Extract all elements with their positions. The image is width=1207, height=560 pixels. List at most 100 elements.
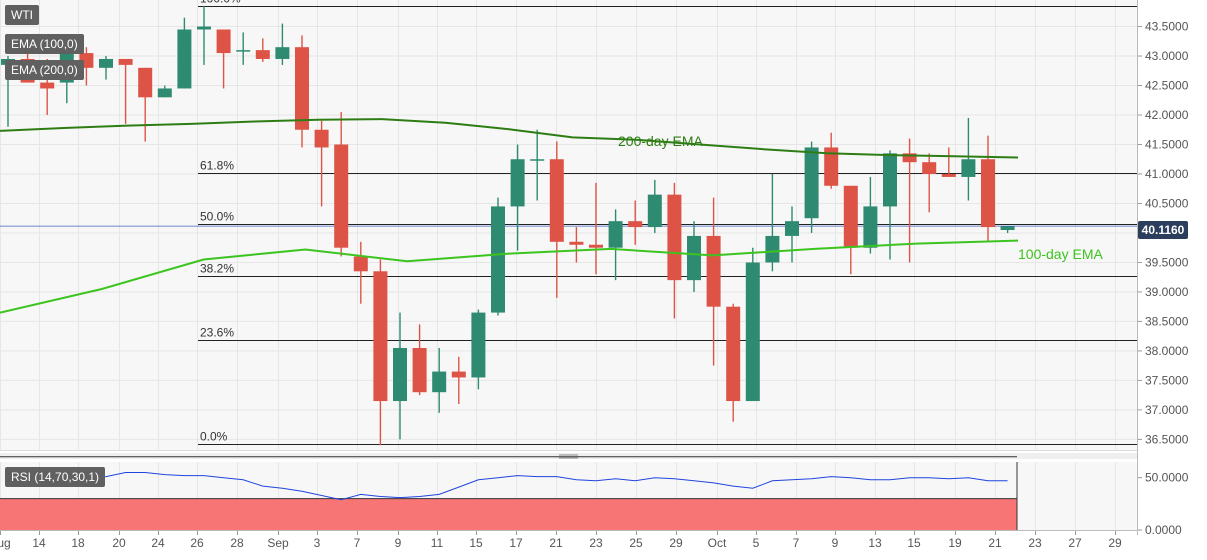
x-tick-label: 27: [1068, 536, 1082, 550]
candle-bull: [177, 29, 192, 89]
ema100-legend[interactable]: EMA (100,0): [5, 34, 84, 54]
ema100-line: [0, 239, 1019, 314]
x-tick-label: 17: [509, 536, 523, 550]
candle-bear: [902, 153, 917, 163]
x-tick-label: 19: [948, 536, 962, 550]
x-tick-label: 29: [669, 536, 683, 550]
y-tick-label: 40.5000: [1145, 196, 1189, 210]
fib-level-label: 61.8%: [200, 159, 234, 173]
fib-level-label: 23.6%: [200, 326, 234, 340]
x-tick-label: Aug: [0, 536, 11, 550]
symbol-legend[interactable]: WTI: [5, 5, 39, 25]
fib-level-label: 0.0%: [200, 430, 228, 444]
candle-bull: [510, 159, 525, 207]
rsi-oversold-zone: [0, 498, 1017, 530]
fib-level-label: 100.0%: [200, 0, 241, 6]
candle-bull: [785, 221, 799, 236]
candle-bull: [608, 221, 623, 248]
candle-bear: [981, 159, 995, 228]
candle-bull: [471, 312, 486, 378]
candle-bull: [236, 50, 251, 52]
x-tick-label: 20: [112, 536, 126, 550]
y-tick-label: 36.5000: [1145, 432, 1189, 446]
candle-bull: [863, 206, 878, 248]
y-tick-label: 42.0000: [1145, 108, 1189, 122]
candle-bull: [961, 159, 976, 177]
ema200-label: EMA (200,0): [11, 63, 78, 77]
x-tick-label: 21: [549, 536, 563, 550]
candle-bear: [922, 162, 937, 174]
rsi-legend[interactable]: RSI (14,70,30,1): [5, 467, 106, 487]
rsi-title: RSI (14,70,30,1): [11, 470, 100, 484]
y-tick-label: 43.0000: [1145, 49, 1189, 63]
y-tick-label: 39.5000: [1145, 255, 1189, 269]
candle-bear: [824, 147, 839, 186]
y-tick-label: 39.0000: [1145, 285, 1189, 299]
candle-bull: [687, 235, 701, 281]
x-tick-label: 15: [469, 536, 483, 550]
candle-bear: [314, 129, 329, 148]
x-tick-label: 5: [753, 536, 760, 550]
y-tick-label: 43.5000: [1145, 20, 1189, 34]
candle-bear: [138, 67, 153, 98]
candle-bear: [628, 221, 643, 228]
candle-bear: [726, 306, 741, 402]
x-tick-label: 14: [32, 536, 46, 550]
x-tick-label: 7: [793, 536, 800, 550]
candle-bull: [393, 347, 407, 402]
y-tick-label: 37.0000: [1145, 403, 1189, 417]
rsi-line: [8, 472, 1008, 501]
candle-bull: [883, 153, 897, 207]
y-tick-label: 42.5000: [1145, 79, 1189, 93]
candle-bear: [549, 159, 564, 242]
ema100-label: EMA (100,0): [11, 37, 78, 51]
y-tick-label: 41.5000: [1145, 137, 1189, 151]
symbol-label: WTI: [11, 8, 33, 22]
x-tick-label: 9: [832, 536, 839, 550]
x-tick-label: 23: [589, 536, 603, 550]
x-tick-label: Oct: [708, 536, 727, 550]
candle-bear: [40, 82, 55, 89]
candle-bull: [765, 235, 780, 263]
candle-bear: [843, 185, 858, 248]
candle-bear: [589, 244, 603, 248]
ema100-annotation: 100-day EMA: [1018, 246, 1103, 262]
x-tick-label: 15: [907, 536, 921, 550]
candle-bull: [432, 371, 447, 393]
candle-bear: [569, 241, 584, 245]
y-tick-label: 38.5000: [1145, 314, 1189, 328]
candle-bull: [1000, 226, 1015, 231]
x-tick-label: 18: [71, 536, 85, 550]
ema200-annotation: 200-day EMA: [618, 133, 703, 149]
x-tick-label: 23: [1028, 536, 1042, 550]
candle-bull: [745, 262, 760, 402]
candle-bear: [451, 371, 466, 378]
x-tick-label: 3: [314, 536, 321, 550]
candle-bull: [197, 26, 211, 30]
candle-bear: [706, 235, 721, 307]
ema200-legend[interactable]: EMA (200,0): [5, 60, 84, 80]
x-tick-label: 29: [1108, 536, 1122, 550]
candle-bull: [491, 206, 505, 313]
current-price-value: 40.1160: [1141, 223, 1185, 237]
candle-bear: [118, 58, 133, 65]
candle-bull: [530, 159, 545, 161]
candle-bear: [255, 50, 270, 59]
rsi-y-tick-label: 0.0000: [1145, 523, 1182, 537]
y-tick-label: 37.5000: [1145, 373, 1189, 387]
x-tick-label: 7: [354, 536, 361, 550]
candle-bull: [647, 194, 662, 228]
candle-bear: [941, 173, 956, 177]
candle-bear: [216, 29, 231, 54]
x-tick-label: 28: [230, 536, 244, 550]
current-price-label: 40.1160: [1138, 221, 1188, 239]
candle-bull: [804, 147, 819, 219]
x-tick-label: 9: [395, 536, 402, 550]
x-tick-label: 24: [151, 536, 165, 550]
y-tick-label: 38.0000: [1145, 344, 1189, 358]
candle-bear: [412, 347, 427, 393]
x-tick-label: 25: [629, 536, 643, 550]
candle-bear: [667, 194, 682, 281]
